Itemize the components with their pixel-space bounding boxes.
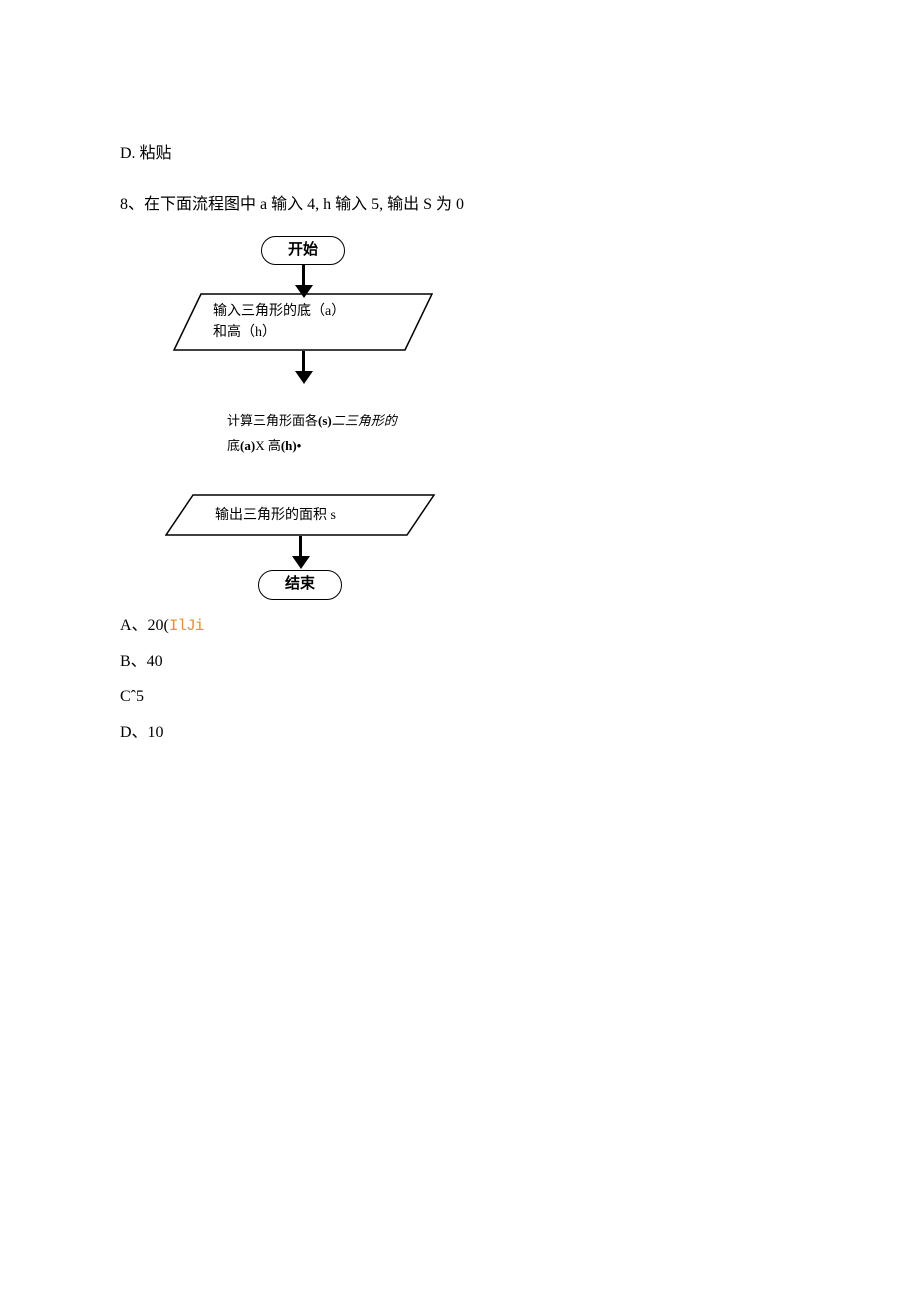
flow-start: 开始 [261,236,345,266]
proc-l2-d: (h)• [281,438,301,453]
proc-l2-b: (a) [240,438,255,453]
answer-d: D、10 [120,715,800,750]
answer-a-pre: A、20( [120,617,169,634]
flow-process: 计算三角形面各(s)二三角形的 底(a)X 高(h)• [227,409,800,458]
flow-output-text: 输出三角形的面积 s [215,508,336,523]
flow-input: 输入三角形的底（a） 和高（h） [173,293,433,351]
question-8-text: 8、在下面流程图中 a 输入 4, h 输入 5, 输出 S 为 0 [120,195,800,216]
option-d-prev: D. 粘贴 [120,144,800,165]
flow-input-line1: 输入三角形的底（a） [213,304,345,319]
flow-end: 结束 [258,570,342,600]
answer-a-highlight: IlJi [169,617,203,635]
answer-b: B、40 [120,644,800,679]
answer-a: A、20(IlJi [120,608,800,644]
answer-c: Cˆ5 [120,679,800,714]
proc-l2-a: 底 [227,438,240,453]
proc-l1-b: (s) [318,413,332,428]
answer-options: A、20(IlJi B、40 Cˆ5 D、10 [120,608,800,750]
proc-l2-c: X 高 [255,438,281,453]
proc-l1-c: 二三角形的 [332,413,397,428]
flow-input-line2: 和高（h） [213,325,276,340]
proc-l1-a: 计算三角形面各 [227,413,318,428]
flowchart: 开始 输入三角形的底（a） 和高（h） 计算三角形面各(s)二三角形的 底(a)… [165,236,800,600]
flow-output: 输出三角形的面积 s [165,494,435,536]
